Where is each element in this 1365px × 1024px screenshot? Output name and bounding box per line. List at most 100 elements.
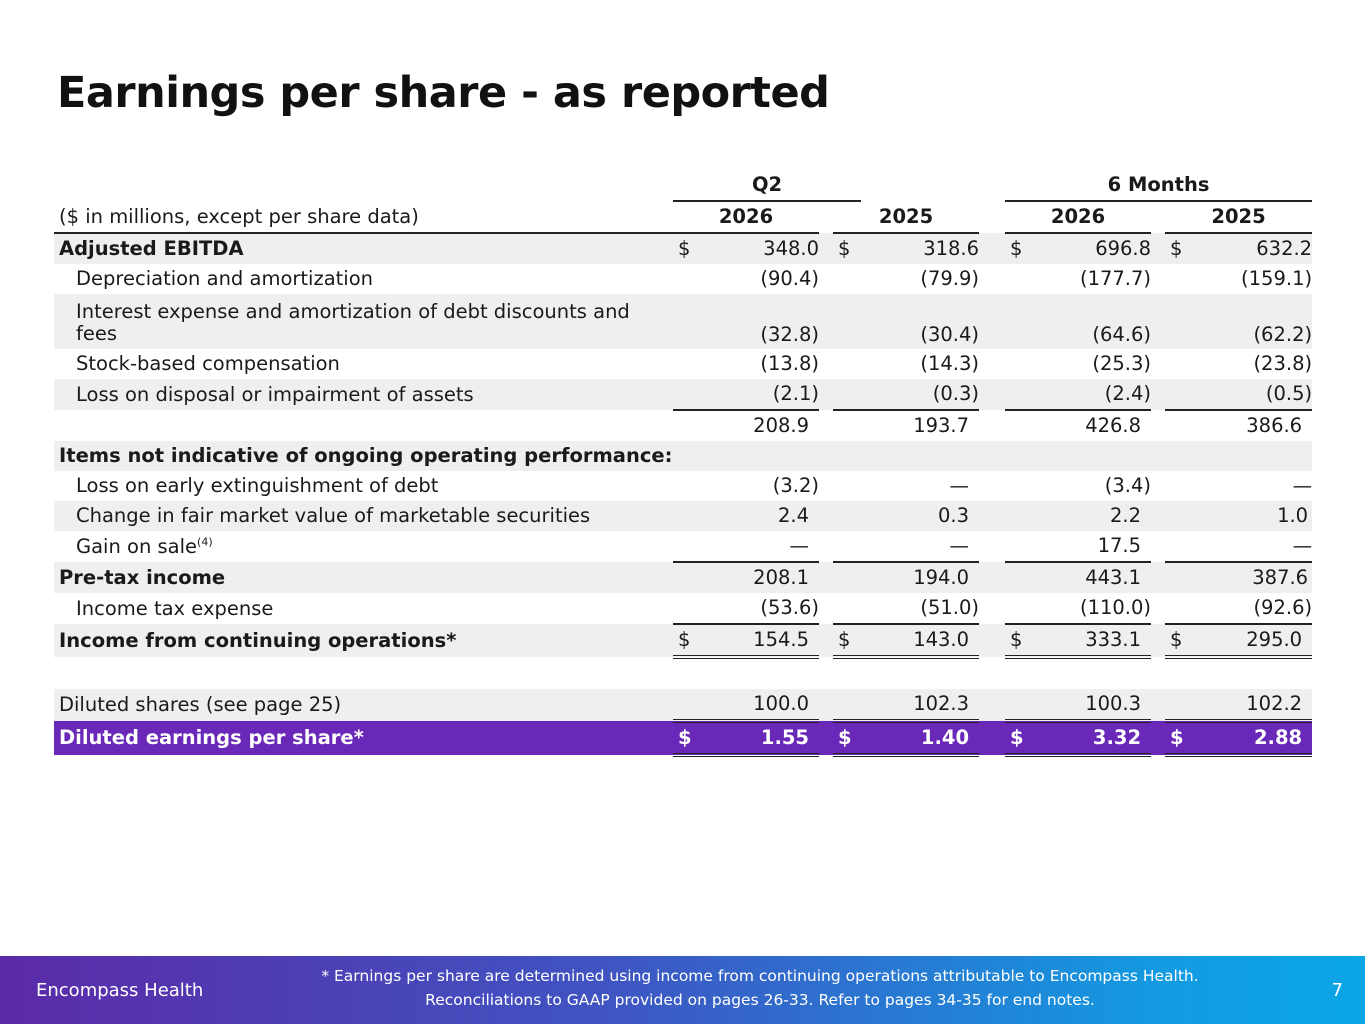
cell-value: 143.0 <box>861 624 980 659</box>
footer-note: * Earnings per share are determined usin… <box>250 964 1270 1012</box>
currency-symbol: $ <box>673 721 701 757</box>
cell-value: 100.0 <box>701 689 819 723</box>
page-title: Earnings per share - as reported <box>57 68 830 118</box>
cell-value: (14.3) <box>920 352 980 375</box>
cell-value: (25.3) <box>1092 352 1152 375</box>
cell-value: — <box>1193 531 1313 563</box>
row-label: Depreciation and amortization <box>76 267 373 290</box>
cell-value: (0.5) <box>1193 379 1313 411</box>
currency-symbol: $ <box>833 721 862 757</box>
six-months-header: 6 Months <box>1005 170 1313 202</box>
cell-value: 154.5 <box>701 624 819 659</box>
row-label: Pre-tax income <box>54 562 673 593</box>
cell-value: 208.1 <box>701 562 819 593</box>
cell-value: 386.6 <box>1246 414 1303 437</box>
currency-symbol: $ <box>1165 721 1194 757</box>
cell-value: 443.1 <box>1033 562 1152 593</box>
currency-symbol: $ <box>1165 233 1194 264</box>
row-label: Income from continuing operations* <box>54 624 673 657</box>
cell-value: (62.2) <box>1193 294 1313 349</box>
cell-value: 0.3 <box>861 501 980 531</box>
q2-header: Q2 <box>673 170 862 202</box>
row-label: Items not indicative of ongoing operatin… <box>54 441 673 471</box>
cell-value: (23.8) <box>1253 352 1313 375</box>
cell-value: — <box>1292 474 1313 497</box>
cell-value: 426.8 <box>1085 414 1142 437</box>
cell-value: 295.0 <box>1193 624 1313 659</box>
cell-value: 100.3 <box>1033 689 1152 723</box>
cell-value: 1.40 <box>861 721 980 757</box>
cell-value: (0.3) <box>861 379 980 411</box>
group-header-row: Q2 6 Months <box>54 170 1313 202</box>
cell-value: (30.4) <box>861 294 980 349</box>
cell-value: 1.55 <box>701 721 819 757</box>
cell-value: (3.4) <box>1104 474 1152 497</box>
cell-value: 387.6 <box>1193 562 1313 593</box>
table-row: Change in fair market value of marketabl… <box>54 501 1313 531</box>
row-label: Loss on early extinguishment of debt <box>76 474 439 497</box>
cell-value: 208.9 <box>753 414 809 437</box>
table-row: Pre-tax income 208.1 194.0 443.1 387.6 <box>54 562 1313 593</box>
cell-value: 17.5 <box>1033 531 1152 563</box>
footer-brand: Encompass Health <box>36 980 204 1001</box>
spacer-row <box>54 657 1312 689</box>
cell-value: (64.6) <box>1033 294 1152 349</box>
table-row: Loss on early extinguishment of debt (3.… <box>54 471 1312 501</box>
cell-value: (79.9) <box>920 267 980 290</box>
cell-value: (92.6) <box>1193 593 1313 625</box>
table-row: Gain on sale(4) — — 17.5 — <box>54 531 1313 563</box>
footer-bar: Encompass Health * Earnings per share ar… <box>0 956 1365 1024</box>
cell-value: 1.0 <box>1193 501 1313 531</box>
row-label: Diluted earnings per share* <box>54 721 673 755</box>
footer-note-line: * Earnings per share are determined usin… <box>321 967 1199 985</box>
year-header-row: ($ in millions, except per share data) 2… <box>54 201 1313 234</box>
row-label: Loss on disposal or impairment of assets <box>54 379 673 410</box>
currency-symbol: $ <box>673 233 701 264</box>
cell-value: 696.8 <box>1033 233 1152 264</box>
currency-symbol: $ <box>833 624 862 659</box>
cell-value: 333.1 <box>1033 624 1152 659</box>
footer-note-line: Reconciliations to GAAP provided on page… <box>425 991 1095 1009</box>
row-label: Adjusted EBITDA <box>54 233 673 264</box>
row-label: Stock-based compensation <box>76 352 340 375</box>
eps-table: Q2 6 Months ($ in millions, except per s… <box>54 170 1313 757</box>
table-row: Income from continuing operations* $ 154… <box>54 624 1313 659</box>
cell-value: 2.4 <box>701 501 819 531</box>
cell-value: (90.4) <box>760 267 819 290</box>
cell-value: — <box>949 474 970 497</box>
table-row: Depreciation and amortization (90.4) (79… <box>54 264 1312 294</box>
section-heading-row: Items not indicative of ongoing operatin… <box>54 441 1313 471</box>
cell-value: 193.7 <box>913 414 970 437</box>
row-label: Diluted shares (see page 25) <box>54 689 673 721</box>
row-label <box>54 410 673 441</box>
year-header: 2025 <box>1165 201 1313 234</box>
currency-symbol: $ <box>1005 233 1034 264</box>
cell-value: 2.2 <box>1033 501 1152 531</box>
cell-value: (3.2) <box>772 474 819 497</box>
cell-value: — <box>861 531 980 563</box>
cell-value: 3.32 <box>1033 721 1152 757</box>
row-label: Income tax expense <box>76 596 274 620</box>
year-header: 2026 <box>673 201 819 234</box>
currency-symbol: $ <box>1005 624 1034 659</box>
cell-value: (159.1) <box>1241 267 1313 290</box>
cell-value: (177.7) <box>1079 267 1152 290</box>
highlight-row: Diluted earnings per share* $ 1.55 $ 1.4… <box>54 721 1313 757</box>
row-label: Interest expense and amortization of deb… <box>54 294 673 349</box>
year-header: 2026 <box>1005 201 1152 234</box>
row-label: Change in fair market value of marketabl… <box>54 501 673 531</box>
currency-symbol: $ <box>673 624 701 659</box>
currency-symbol: $ <box>1165 624 1194 659</box>
cell-value: (32.8) <box>701 294 819 349</box>
cell-value: (2.1) <box>701 379 819 411</box>
page-number: 7 <box>1331 980 1343 1001</box>
currency-symbol: $ <box>833 233 862 264</box>
table-row: Income tax expense (53.6) (51.0) (110.0)… <box>54 593 1313 625</box>
currency-symbol: $ <box>1005 721 1034 757</box>
cell-value: 318.6 <box>861 233 980 264</box>
row-label-text: Gain on sale <box>76 534 198 558</box>
table-row: Diluted shares (see page 25) 100.0 102.3… <box>54 689 1313 723</box>
cell-value: (2.4) <box>1033 379 1152 411</box>
table-row: Adjusted EBITDA $ 348.0 $ 318.6 $ 696.8 … <box>54 233 1313 264</box>
cell-value: 2.88 <box>1193 721 1313 757</box>
